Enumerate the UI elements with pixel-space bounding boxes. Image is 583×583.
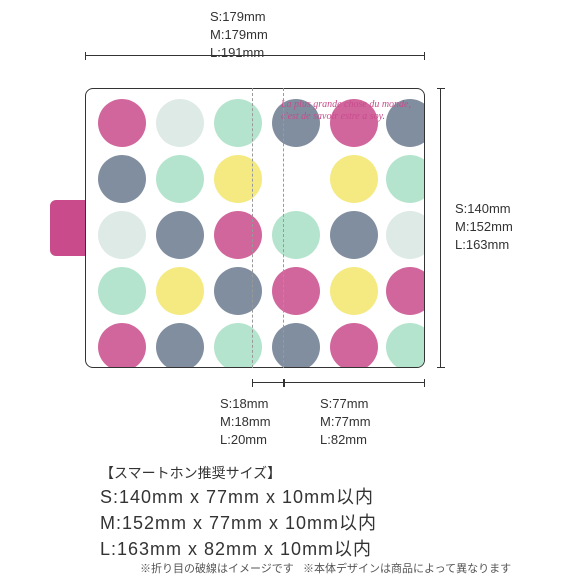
recommended-l: L:163mm x 82mm x 10mm以内 bbox=[100, 535, 377, 561]
spine-l: L:20mm bbox=[220, 431, 271, 449]
pattern-dot bbox=[330, 267, 378, 315]
spine-s: S:18mm bbox=[220, 395, 271, 413]
recommended-s: S:140mm x 77mm x 10mm以内 bbox=[100, 483, 377, 509]
pattern-dot bbox=[330, 323, 378, 368]
height-labels: S:140mm M:152mm L:163mm bbox=[455, 200, 513, 255]
panel-l: L:82mm bbox=[320, 431, 371, 449]
panel-dimension-line bbox=[284, 382, 425, 383]
width-s: S:179mm bbox=[210, 8, 268, 26]
height-l: L:163mm bbox=[455, 236, 513, 254]
pattern-dot bbox=[386, 211, 425, 259]
pattern-dot bbox=[156, 267, 204, 315]
recommended-m: M:152mm x 77mm x 10mm以内 bbox=[100, 509, 377, 535]
case-closure-tab bbox=[50, 200, 86, 256]
height-s: S:140mm bbox=[455, 200, 513, 218]
panel-labels: S:77mm M:77mm L:82mm bbox=[320, 395, 371, 450]
pattern-dot bbox=[156, 99, 204, 147]
note-fold: ※折り目の破線はイメージです bbox=[140, 563, 294, 575]
pattern-dot bbox=[156, 211, 204, 259]
panel-m: M:77mm bbox=[320, 413, 371, 431]
footnotes: ※折り目の破線はイメージです ※本体デザインは商品によって異なります bbox=[140, 560, 511, 576]
pattern-dot bbox=[386, 267, 425, 315]
pattern-dot bbox=[330, 155, 378, 203]
pattern-dot bbox=[156, 323, 204, 368]
pattern-dot bbox=[98, 323, 146, 368]
spine-m: M:18mm bbox=[220, 413, 271, 431]
spine-dimension-line bbox=[252, 382, 284, 383]
width-l: L:191mm bbox=[210, 44, 268, 62]
width-labels: S:179mm M:179mm L:191mm bbox=[210, 8, 268, 63]
width-m: M:179mm bbox=[210, 26, 268, 44]
spine-labels: S:18mm M:18mm L:20mm bbox=[220, 395, 271, 450]
height-dimension-line bbox=[440, 88, 441, 368]
note-design: ※本体デザインは商品によって異なります bbox=[303, 563, 511, 575]
recommended-header: 【スマートホン推奨サイズ】 bbox=[100, 463, 377, 483]
pattern-dot bbox=[98, 267, 146, 315]
pattern-dot bbox=[98, 99, 146, 147]
pattern-dot bbox=[386, 323, 425, 368]
height-m: M:152mm bbox=[455, 218, 513, 236]
pattern-dot bbox=[386, 155, 425, 203]
panel-s: S:77mm bbox=[320, 395, 371, 413]
pattern-dot bbox=[98, 155, 146, 203]
case-spine bbox=[252, 88, 284, 368]
script-quote: La plus grande chose du monde, c'est de … bbox=[281, 99, 411, 123]
pattern-dot bbox=[98, 211, 146, 259]
diagram-stage: S:179mm M:179mm L:191mm La plus grande c… bbox=[0, 0, 583, 583]
recommended-sizes: 【スマートホン推奨サイズ】 S:140mm x 77mm x 10mm以内 M:… bbox=[100, 463, 377, 561]
pattern-dot bbox=[330, 211, 378, 259]
pattern-dot bbox=[156, 155, 204, 203]
